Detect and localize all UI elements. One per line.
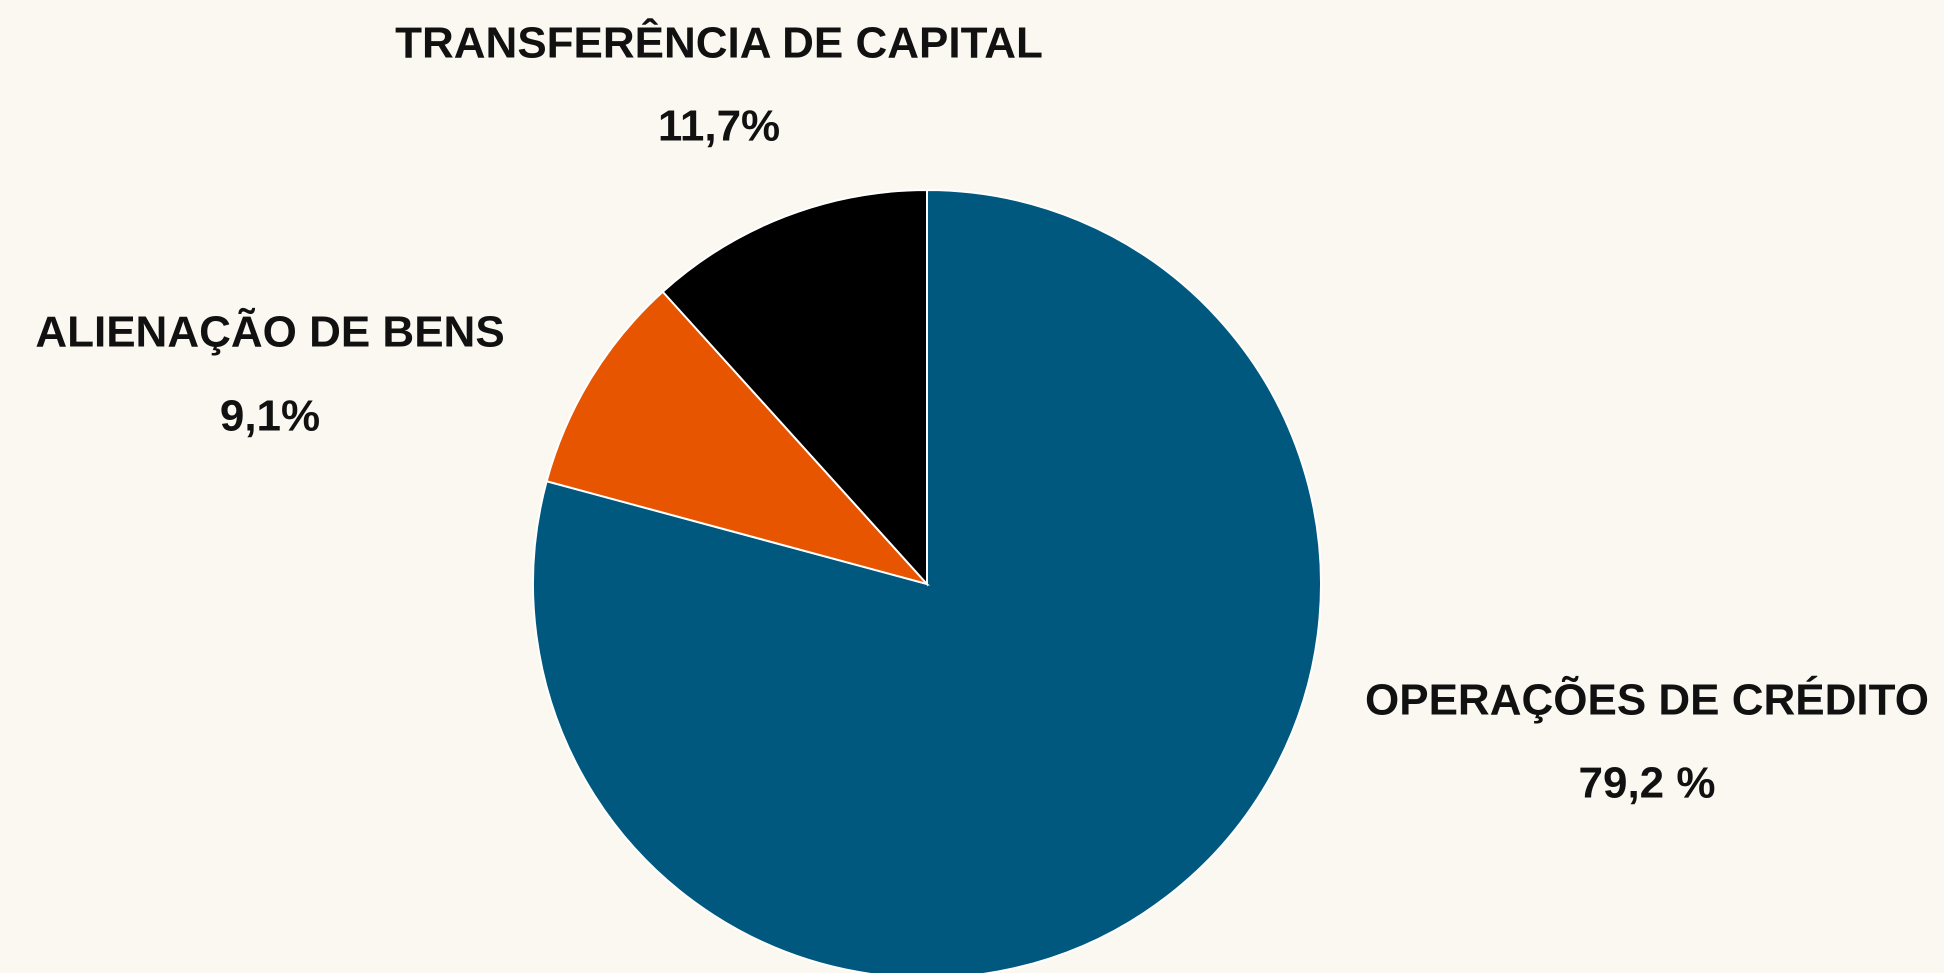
slice-label: OPERAÇÕES DE CRÉDITO — [1365, 675, 1929, 725]
pie-slice — [545, 290, 931, 586]
slice-value-label: 11,7% — [658, 102, 780, 151]
slice-value-label: 79,2 % — [1579, 759, 1716, 808]
pie-slice — [532, 188, 1322, 973]
slice-value-label: 9,1% — [220, 392, 320, 441]
slice-label: TRANSFERÊNCIA DE CAPITAL — [395, 18, 1043, 68]
slice-label: ALIENAÇÃO DE BENS — [35, 307, 504, 357]
pie-slice — [661, 188, 928, 587]
